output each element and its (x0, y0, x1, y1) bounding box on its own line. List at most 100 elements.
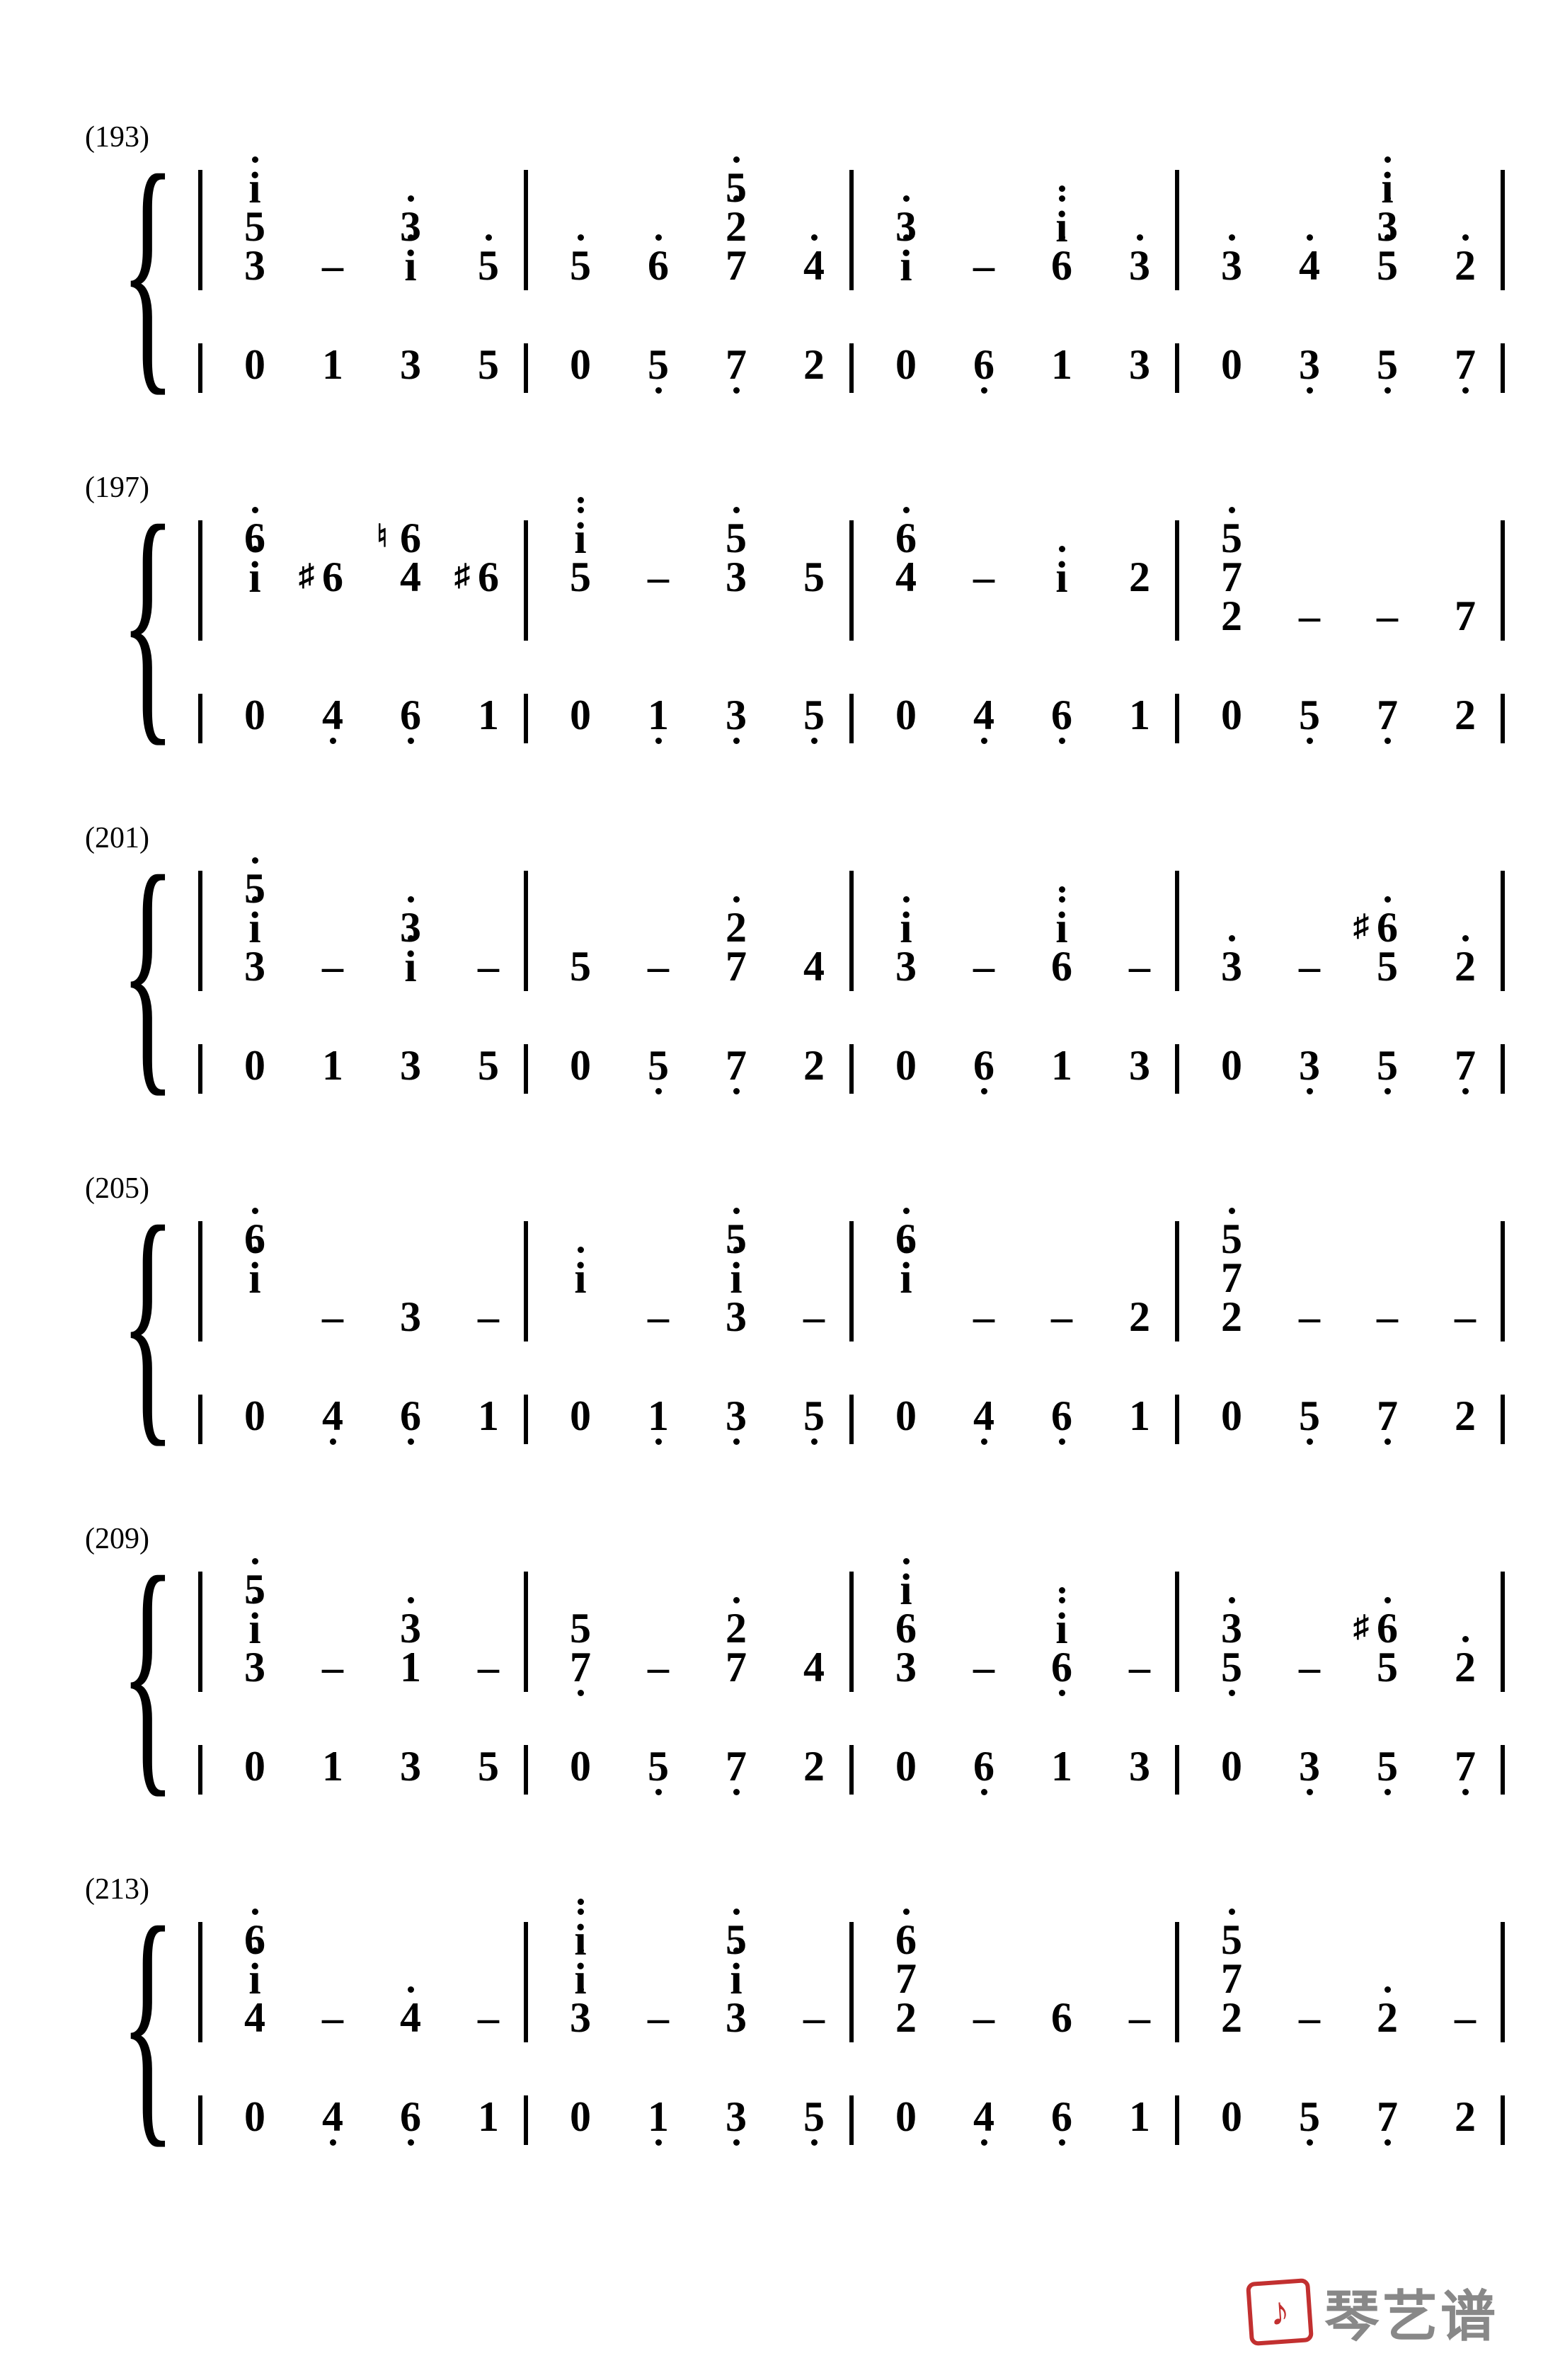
barline (1501, 1395, 1505, 1444)
barline (198, 1395, 202, 1444)
note: 3 (389, 205, 432, 248)
note: 6 (234, 1918, 276, 1961)
note: 1 (467, 694, 510, 736)
brace-icon: { (120, 135, 176, 403)
staff-lower: 0135057206130357 (212, 1041, 1472, 1097)
staff-lower: 0135057206130357 (212, 1741, 1472, 1798)
octave-dot-icon (733, 1789, 740, 1795)
octave-dot-icon (811, 234, 818, 241)
note: 3 (885, 205, 927, 248)
octave-dot-icon (1462, 1789, 1469, 1795)
note: 4 (793, 244, 835, 287)
tie-dash: – (311, 244, 354, 287)
note: 6 (1040, 1996, 1083, 2039)
note: 3 (885, 1646, 927, 1688)
note: 1 (467, 2095, 510, 2138)
octave-dot-icon (811, 1438, 818, 1445)
note: 2 (1444, 1646, 1486, 1688)
tie-dash: – (467, 1295, 510, 1338)
note: 3 (389, 1044, 432, 1087)
note: 2 (1118, 1295, 1161, 1338)
note: 1 (1118, 1395, 1161, 1437)
octave-dot-icon (903, 195, 910, 202)
octave-dot-icon (408, 2139, 414, 2146)
note: 3 (1118, 244, 1161, 287)
note: 5 (1210, 1918, 1253, 1961)
natural-icon: ♮ (377, 521, 388, 552)
note: 3 (1210, 945, 1253, 988)
octave-dot-icon (811, 2139, 818, 2146)
note: 6 (1040, 1646, 1083, 1688)
note: 4 (793, 1646, 835, 1688)
octave-dot-icon (578, 1909, 584, 1915)
octave-dot-icon (1059, 234, 1065, 241)
note: 2 (1210, 1996, 1253, 2039)
octave-dot-icon (408, 1986, 414, 1993)
note: 0 (234, 1395, 276, 1437)
note: 3 (715, 1395, 757, 1437)
note: 5 (637, 343, 680, 386)
note: 0 (885, 2095, 927, 2138)
tie-dash: – (467, 1996, 510, 2039)
octave-dot-icon (252, 546, 258, 552)
octave-dot-icon (981, 1789, 987, 1795)
note: 5 (234, 1568, 276, 1610)
octave-dot-icon (903, 507, 910, 513)
octave-dot-icon (1462, 387, 1469, 394)
note: 5 (467, 1745, 510, 1787)
note: 2 (1210, 595, 1253, 637)
tie-dash: – (1444, 1295, 1486, 1338)
octave-dot-icon (1462, 1088, 1469, 1094)
tie-dash: – (1288, 1295, 1331, 1338)
octave-dot-icon (252, 857, 258, 864)
tie-dash: – (1288, 945, 1331, 988)
note: 2 (715, 205, 757, 248)
octave-dot-icon (1229, 1690, 1235, 1696)
note: 4 (885, 556, 927, 598)
note: 6 (311, 556, 354, 598)
tie-dash: – (1040, 1295, 1083, 1338)
barline (1501, 2095, 1505, 2145)
brace-icon: { (120, 1186, 176, 1454)
barline (1501, 343, 1505, 393)
octave-dot-icon (733, 195, 740, 202)
octave-dot-icon (1059, 2139, 1065, 2146)
octave-dot-icon (733, 1947, 740, 1954)
octave-dot-icon (1059, 1587, 1065, 1594)
note: 2 (1118, 556, 1161, 598)
octave-dot-icon (1307, 234, 1313, 241)
note: 5 (1210, 1646, 1253, 1688)
note: 5 (1366, 945, 1409, 988)
note: 3 (715, 556, 757, 598)
note: 0 (559, 1395, 602, 1437)
note: 0 (1210, 2095, 1253, 2138)
octave-dot-icon (1384, 1438, 1391, 1445)
octave-dot-icon (1059, 1438, 1065, 1445)
note: 5 (715, 166, 757, 209)
barline (1501, 1221, 1505, 1341)
note: 3 (234, 1646, 276, 1688)
note: 7 (1210, 1257, 1253, 1299)
octave-dot-icon (1384, 896, 1391, 903)
note: 7 (715, 1745, 757, 1787)
note: 2 (1210, 1295, 1253, 1338)
octave-dot-icon (252, 156, 258, 163)
octave-dot-icon (1229, 1208, 1235, 1214)
note: 6 (389, 2095, 432, 2138)
octave-dot-icon (981, 1438, 987, 1445)
note: 3 (1366, 205, 1409, 248)
octave-dot-icon (408, 1597, 414, 1603)
octave-dot-icon (1307, 1438, 1313, 1445)
sharp-icon: ♯ (299, 560, 314, 591)
note: 6 (963, 1044, 1005, 1087)
sharp-icon: ♯ (1353, 910, 1369, 942)
octave-dot-icon (1229, 1597, 1235, 1603)
octave-dot-icon (1462, 935, 1469, 942)
note: 2 (1444, 1395, 1486, 1437)
octave-dot-icon (981, 387, 987, 394)
octave-dot-icon (1059, 738, 1065, 744)
octave-dot-icon (903, 1597, 910, 1603)
system: (193){i5i5323i33–i55674i–633452013505720… (85, 120, 1472, 418)
note: 5 (467, 244, 510, 287)
note: 5 (467, 343, 510, 386)
